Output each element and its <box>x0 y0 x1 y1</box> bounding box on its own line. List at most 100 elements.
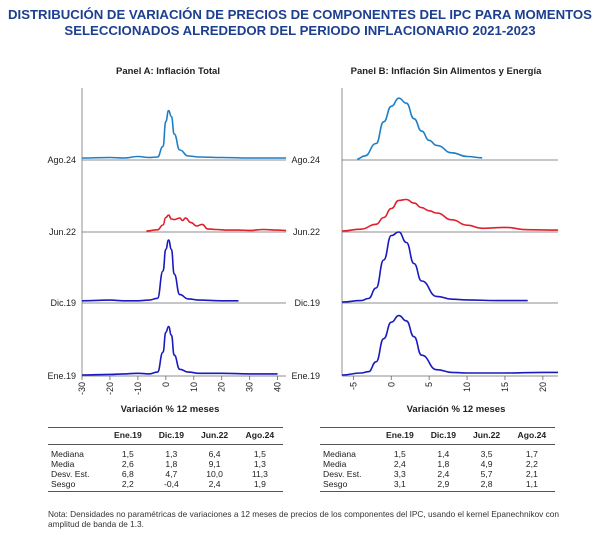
table-cell: 5,7 <box>480 469 493 479</box>
table-cell: 2,8 <box>480 479 493 489</box>
table-cell: 1,5 <box>393 449 406 459</box>
table-cell: 1,3 <box>253 459 266 469</box>
table-cell: 2,2 <box>121 479 134 489</box>
x-tick-label: -5 <box>348 382 358 390</box>
x-tick-label: -30 <box>77 382 87 395</box>
table-header-blank <box>48 429 105 445</box>
chart-title: DISTRIBUCIÓN DE VARIACIÓN DE PRECIOS DE … <box>0 7 600 39</box>
table-cell: 4,7 <box>165 469 178 479</box>
table-row: Desv. Est. 3,3 2,4 5,7 2,1 <box>320 469 555 479</box>
x-tick-label: 20 <box>538 382 548 392</box>
table-row: Sesgo 2,2 -0,4 2,4 1,9 <box>48 479 283 489</box>
series-label-dic-19: Dic.19 <box>294 298 320 308</box>
table-row: Media 2,6 1,8 9,1 1,3 <box>48 459 283 469</box>
table-row: Mediana 1,5 1,4 3,5 1,7 <box>320 449 555 459</box>
x-tick-label: 40 <box>273 382 283 392</box>
table-cell: 2,4 <box>208 479 221 489</box>
panel-b-xlabel: Variación % 12 meses <box>407 404 506 415</box>
table-cell: 6,4 <box>208 449 221 459</box>
table-cell: 4,9 <box>480 459 493 469</box>
density-curve-jun-22 <box>341 198 559 232</box>
density-curve-dic-19 <box>341 231 528 303</box>
table-row-label: Desv. Est. <box>323 469 362 479</box>
table-b-top-rule <box>320 427 555 428</box>
table-cell: 3,3 <box>393 469 406 479</box>
table-cell: 3,1 <box>393 479 406 489</box>
table-row-label: Sesgo <box>323 479 348 489</box>
series-label-jun-22: Jun.22 <box>293 227 320 237</box>
table-cell: 2,4 <box>393 459 406 469</box>
series-label-dic-19: Dic.19 <box>50 298 76 308</box>
table-cell: 1,1 <box>525 479 538 489</box>
table-row-label: Mediana <box>323 449 356 459</box>
x-tick-label: 0 <box>386 382 396 387</box>
series-label-ene-19: Ene.19 <box>47 371 76 381</box>
table-header: Dic.19 <box>158 430 185 440</box>
table-row-label: Desv. Est. <box>51 469 90 479</box>
chart-title-line1: DISTRIBUCIÓN DE VARIACIÓN DE PRECIOS DE … <box>8 7 592 22</box>
x-tick-label: 5 <box>424 382 434 387</box>
x-tick-label: 10 <box>189 382 199 392</box>
x-tick-label: 10 <box>462 382 472 392</box>
table-cell: 2,2 <box>525 459 538 469</box>
density-curve-ago-24 <box>357 97 483 160</box>
table-cell: 6,8 <box>121 469 134 479</box>
series-label-ago-24: Ago.24 <box>47 155 76 165</box>
x-tick-label: -20 <box>105 382 115 395</box>
table-row: Desv. Est. 6,8 4,7 10,0 11,3 <box>48 469 283 479</box>
table-header: Ene.19 <box>386 430 414 440</box>
footnote: Nota: Densidades no paramétricas de vari… <box>48 509 560 529</box>
table-row: Media 2,4 1,8 4,9 2,2 <box>320 459 555 469</box>
density-curve-ene-19 <box>81 325 278 376</box>
series-label-ago-24: Ago.24 <box>291 155 320 165</box>
table-cell: 11,3 <box>251 469 268 479</box>
density-curve-ago-24 <box>81 109 286 159</box>
table-header-row: Ene.19 Dic.19 Jun.22 Ago.24 <box>48 429 283 445</box>
table-header: Ago.24 <box>245 430 275 440</box>
table-row-label: Media <box>51 459 75 469</box>
table-cell: -0,4 <box>163 479 179 489</box>
x-tick-label: 15 <box>500 382 510 392</box>
chart-title-line2: SELECCIONADOS ALREDEDOR DEL PERIODO INFL… <box>64 23 536 38</box>
density-curve-jun-22 <box>146 214 287 232</box>
table-cell: 2,4 <box>437 469 450 479</box>
table-header: Jun.22 <box>200 430 229 440</box>
panel-b-chart: Panel B: Inflación Sin Alimentos y Energ… <box>291 66 559 415</box>
table-a-top-rule <box>48 427 283 428</box>
table-cell: 1,8 <box>437 459 450 469</box>
table-separator <box>48 444 283 449</box>
density-curve-dic-19 <box>81 239 239 302</box>
table-cell: 1,3 <box>165 449 178 459</box>
table-b-bottom-rule <box>320 491 555 492</box>
density-curve-ene-19 <box>341 314 558 376</box>
table-header-blank <box>320 429 377 445</box>
table-row-label: Mediana <box>51 449 84 459</box>
panel-b-stats-table: Ene.19 Dic.19 Jun.22 Ago.24 Mediana 1,5 1,4 3,5… <box>320 429 555 489</box>
x-tick-label: 30 <box>245 382 255 392</box>
panel-a-chart: Panel A: Inflación Total Ago.24 Jun.22 Dic… <box>47 66 287 415</box>
table-cell: 2,6 <box>121 459 134 469</box>
table-cell: 2,9 <box>437 479 450 489</box>
panel-a-title: Panel A: Inflación Total <box>116 66 220 77</box>
table-cell: 9,1 <box>208 459 221 469</box>
table-separator <box>320 444 555 449</box>
table-cell: 3,5 <box>480 449 493 459</box>
panel-a-xlabel: Variación % 12 meses <box>121 404 220 415</box>
table-row: Mediana 1,5 1,3 6,4 1,5 <box>48 449 283 459</box>
table-cell: 10,0 <box>206 469 223 479</box>
table-header: Ago.24 <box>517 430 547 440</box>
table-cell: 1,5 <box>253 449 266 459</box>
x-tick-label: -10 <box>133 382 143 395</box>
table-row-label: Media <box>323 459 347 469</box>
table-cell: 1,5 <box>121 449 134 459</box>
series-label-ene-19: Ene.19 <box>291 371 320 381</box>
series-label-jun-22: Jun.22 <box>49 227 76 237</box>
table-cell: 2,1 <box>525 469 538 479</box>
table-header-row: Ene.19 Dic.19 Jun.22 Ago.24 <box>320 429 555 445</box>
table-row: Sesgo 3,1 2,9 2,8 1,1 <box>320 479 555 489</box>
table-header: Jun.22 <box>472 430 501 440</box>
panel-b-title: Panel B: Inflación Sin Alimentos y Energ… <box>351 66 542 77</box>
table-cell: 1,4 <box>437 449 450 459</box>
panel-a-stats-table: Ene.19 Dic.19 Jun.22 Ago.24 Mediana 1,5 1,3 6,4… <box>48 429 283 489</box>
x-tick-label: 0 <box>161 382 171 387</box>
